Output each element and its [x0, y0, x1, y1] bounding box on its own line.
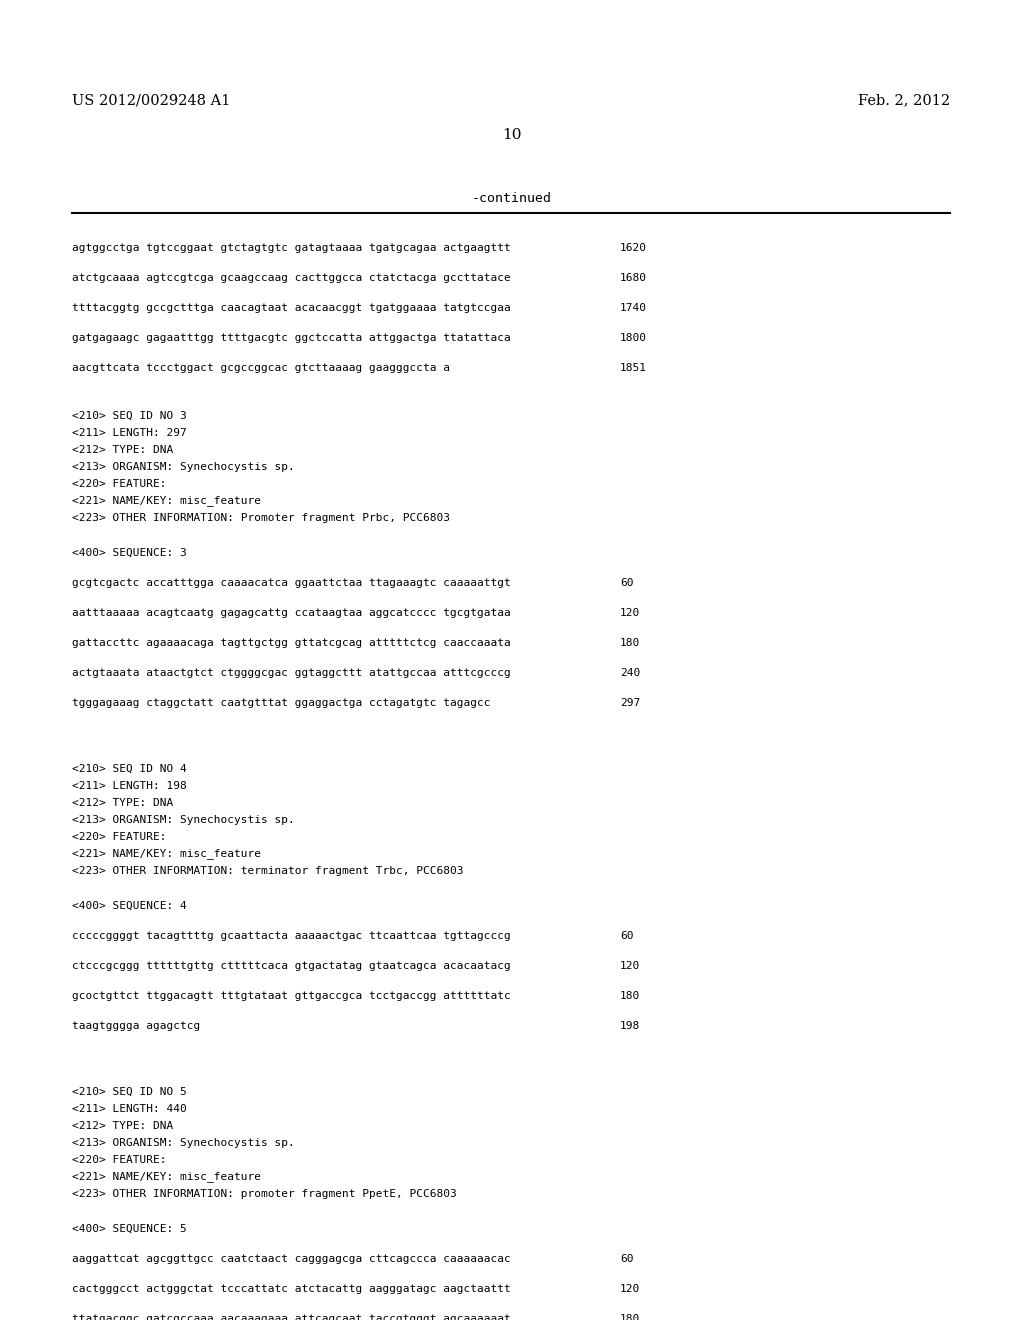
Text: 240: 240 — [620, 668, 640, 678]
Text: <221> NAME/KEY: misc_feature: <221> NAME/KEY: misc_feature — [72, 849, 261, 859]
Text: gcgtcgactc accatttgga caaaacatca ggaattctaa ttagaaagtc caaaaattgt: gcgtcgactc accatttgga caaaacatca ggaattc… — [72, 578, 511, 587]
Text: <211> LENGTH: 297: <211> LENGTH: 297 — [72, 428, 186, 438]
Text: <211> LENGTH: 440: <211> LENGTH: 440 — [72, 1104, 186, 1114]
Text: 60: 60 — [620, 1254, 634, 1265]
Text: <210> SEQ ID NO 3: <210> SEQ ID NO 3 — [72, 411, 186, 421]
Text: atctgcaaaa agtccgtcga gcaagccaag cacttggcca ctatctacga gccttatace: atctgcaaaa agtccgtcga gcaagccaag cacttgg… — [72, 273, 511, 282]
Text: <210> SEQ ID NO 5: <210> SEQ ID NO 5 — [72, 1086, 186, 1097]
Text: taagtgggga agagctcg: taagtgggga agagctcg — [72, 1020, 201, 1031]
Text: cccccggggt tacagttttg gcaattacta aaaaactgac ttcaattcaa tgttagcccg: cccccggggt tacagttttg gcaattacta aaaaact… — [72, 931, 511, 941]
Text: <212> TYPE: DNA: <212> TYPE: DNA — [72, 445, 173, 455]
Text: aatttaaaaa acagtcaatg gagagcattg ccataagtaa aggcatcccc tgcgtgataa: aatttaaaaa acagtcaatg gagagcattg ccataag… — [72, 609, 511, 618]
Text: ttatgacggc gatcgccaaa aacaaagaaa attcagcaat taccgtgggt agcaaaaaat: ttatgacggc gatcgccaaa aacaaagaaa attcagc… — [72, 1313, 511, 1320]
Text: <220> FEATURE:: <220> FEATURE: — [72, 832, 167, 842]
Text: 1620: 1620 — [620, 243, 647, 253]
Text: <400> SEQUENCE: 5: <400> SEQUENCE: 5 — [72, 1224, 186, 1234]
Text: agtggcctga tgtccggaat gtctagtgtc gatagtaaaa tgatgcagaa actgaagttt: agtggcctga tgtccggaat gtctagtgtc gatagta… — [72, 243, 511, 253]
Text: gattaccttc agaaaacaga tagttgctgg gttatcgcag atttttctcg caaccaaata: gattaccttc agaaaacaga tagttgctgg gttatcg… — [72, 638, 511, 648]
Text: 60: 60 — [620, 931, 634, 941]
Text: 120: 120 — [620, 961, 640, 972]
Text: cactgggcct actgggctat tcccattatc atctacattg aagggatagc aagctaattt: cactgggcct actgggctat tcccattatc atctaca… — [72, 1284, 511, 1294]
Text: 120: 120 — [620, 1284, 640, 1294]
Text: aacgttcata tccctggact gcgccggcac gtcttaaaag gaagggccta a: aacgttcata tccctggact gcgccggcac gtcttaa… — [72, 363, 450, 374]
Text: <210> SEQ ID NO 4: <210> SEQ ID NO 4 — [72, 764, 186, 774]
Text: aaggattcat agcggttgcc caatctaact cagggagcga cttcagccca caaaaaacac: aaggattcat agcggttgcc caatctaact cagggag… — [72, 1254, 511, 1265]
Text: 10: 10 — [502, 128, 522, 143]
Text: 180: 180 — [620, 638, 640, 648]
Text: 297: 297 — [620, 698, 640, 708]
Text: 60: 60 — [620, 578, 634, 587]
Text: <213> ORGANISM: Synechocystis sp.: <213> ORGANISM: Synechocystis sp. — [72, 1138, 295, 1148]
Text: <223> OTHER INFORMATION: terminator fragment Trbc, PCC6803: <223> OTHER INFORMATION: terminator frag… — [72, 866, 464, 876]
Text: tgggagaaag ctaggctatt caatgtttat ggaggactga cctagatgtc tagagcc: tgggagaaag ctaggctatt caatgtttat ggaggac… — [72, 698, 490, 708]
Text: 198: 198 — [620, 1020, 640, 1031]
Text: actgtaaata ataactgtct ctggggcgac ggtaggcttt atattgccaa atttcgcccg: actgtaaata ataactgtct ctggggcgac ggtaggc… — [72, 668, 511, 678]
Text: US 2012/0029248 A1: US 2012/0029248 A1 — [72, 92, 230, 107]
Text: <400> SEQUENCE: 3: <400> SEQUENCE: 3 — [72, 548, 186, 558]
Text: <220> FEATURE:: <220> FEATURE: — [72, 479, 167, 488]
Text: gcoctgttct ttggacagtt tttgtataat gttgaccgca tcctgaccgg attttttatc: gcoctgttct ttggacagtt tttgtataat gttgacc… — [72, 991, 511, 1001]
Text: 1851: 1851 — [620, 363, 647, 374]
Text: gatgagaagc gagaatttgg ttttgacgtc ggctccatta attggactga ttatattaca: gatgagaagc gagaatttgg ttttgacgtc ggctcca… — [72, 333, 511, 343]
Text: <223> OTHER INFORMATION: promoter fragment PpetE, PCC6803: <223> OTHER INFORMATION: promoter fragme… — [72, 1189, 457, 1199]
Text: <221> NAME/KEY: misc_feature: <221> NAME/KEY: misc_feature — [72, 1172, 261, 1183]
Text: <212> TYPE: DNA: <212> TYPE: DNA — [72, 799, 173, 808]
Text: <213> ORGANISM: Synechocystis sp.: <213> ORGANISM: Synechocystis sp. — [72, 462, 295, 473]
Text: <221> NAME/KEY: misc_feature: <221> NAME/KEY: misc_feature — [72, 495, 261, 507]
Text: <223> OTHER INFORMATION: Promoter fragment Prbc, PCC6803: <223> OTHER INFORMATION: Promoter fragme… — [72, 513, 450, 523]
Text: 1800: 1800 — [620, 333, 647, 343]
Text: 120: 120 — [620, 609, 640, 618]
Text: Feb. 2, 2012: Feb. 2, 2012 — [858, 92, 950, 107]
Text: 1740: 1740 — [620, 304, 647, 313]
Text: ttttacggtg gccgctttga caacagtaat acacaacggt tgatggaaaa tatgtccgaa: ttttacggtg gccgctttga caacagtaat acacaac… — [72, 304, 511, 313]
Text: <400> SEQUENCE: 4: <400> SEQUENCE: 4 — [72, 902, 186, 911]
Text: <220> FEATURE:: <220> FEATURE: — [72, 1155, 167, 1166]
Text: <213> ORGANISM: Synechocystis sp.: <213> ORGANISM: Synechocystis sp. — [72, 814, 295, 825]
Text: ctcccgcggg ttttttgttg ctttttcaca gtgactatag gtaatcagca acacaatacg: ctcccgcggg ttttttgttg ctttttcaca gtgacta… — [72, 961, 511, 972]
Text: 180: 180 — [620, 991, 640, 1001]
Text: <211> LENGTH: 198: <211> LENGTH: 198 — [72, 781, 186, 791]
Text: <212> TYPE: DNA: <212> TYPE: DNA — [72, 1121, 173, 1131]
Text: 1680: 1680 — [620, 273, 647, 282]
Text: 180: 180 — [620, 1313, 640, 1320]
Text: -continued: -continued — [472, 191, 552, 205]
